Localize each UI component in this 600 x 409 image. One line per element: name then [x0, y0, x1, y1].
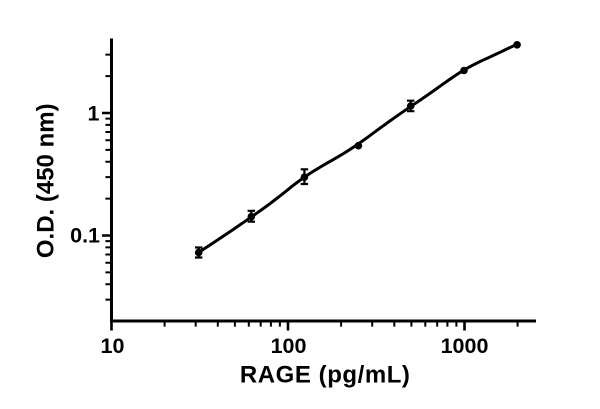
svg-text:RAGE (pg/mL): RAGE (pg/mL)	[240, 361, 411, 388]
svg-text:100: 100	[271, 334, 307, 358]
svg-text:10: 10	[101, 334, 125, 358]
svg-text:O.D. (450 nm): O.D. (450 nm)	[32, 103, 59, 258]
svg-text:1000: 1000	[441, 334, 489, 358]
svg-text:0.1: 0.1	[70, 224, 100, 248]
svg-text:1: 1	[88, 101, 100, 125]
